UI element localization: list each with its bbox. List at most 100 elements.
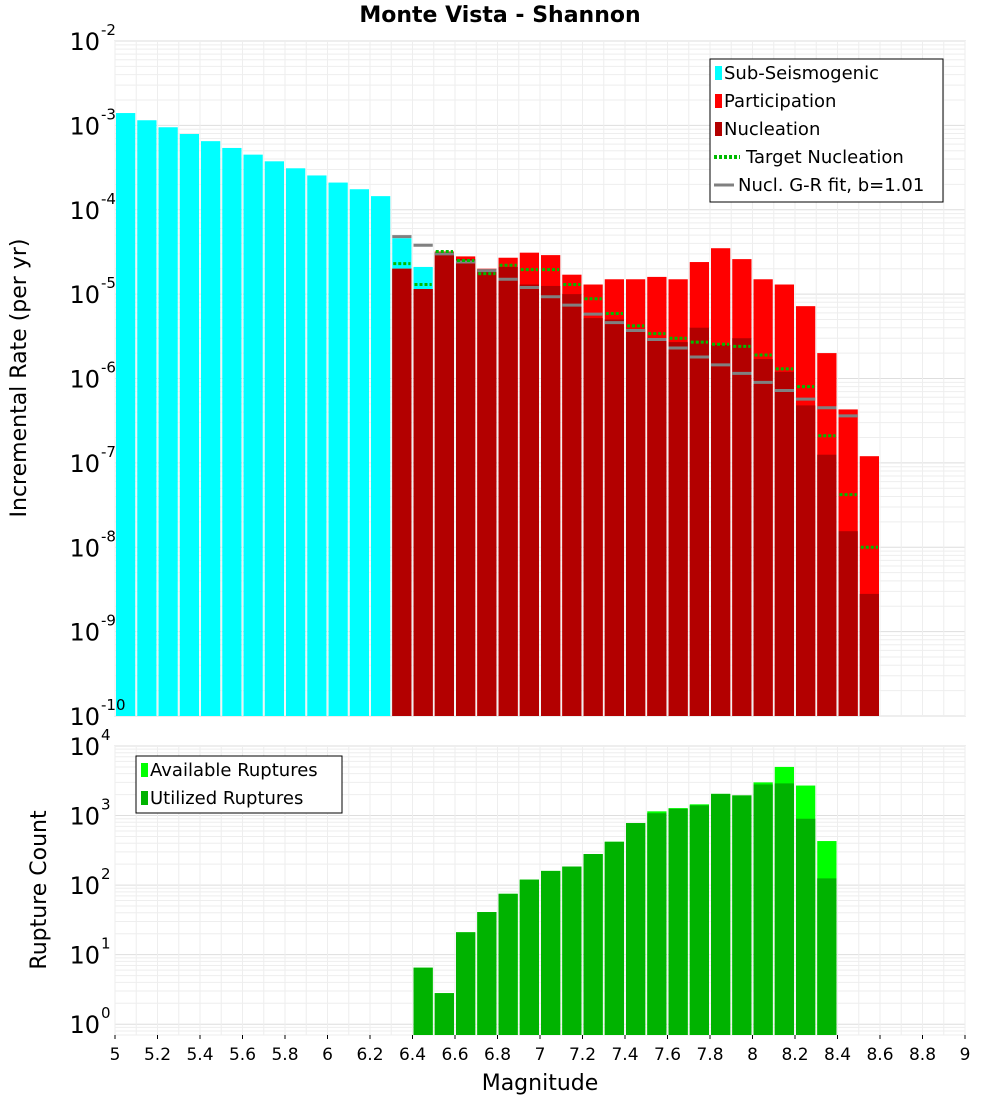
count-y-tick-base: 10 (69, 872, 100, 900)
nucleation-bar (583, 318, 603, 716)
x-tick-label: 7 (535, 1045, 546, 1065)
nucleation-bar (456, 259, 476, 716)
nucleation-bar (838, 531, 858, 716)
rate-legend-swatch (715, 122, 722, 136)
utilized-ruptures-bar (796, 818, 816, 1035)
x-tick-label: 6.6 (441, 1045, 468, 1065)
rate-y-axis-title: Incremental Rate (per yr) (7, 239, 32, 518)
utilized-ruptures-bar (753, 784, 773, 1035)
rate-y-tick-exponent: -6 (101, 359, 116, 377)
x-tick-label: 6.4 (399, 1045, 426, 1065)
nucleation-bar (859, 593, 879, 716)
nucleation-bar (477, 269, 497, 716)
count-y-tick-exponent: 3 (101, 796, 111, 814)
x-tick-label: 6 (322, 1045, 333, 1065)
count-legend-swatch (141, 763, 148, 777)
rate-y-tick-label: 10 (69, 112, 100, 140)
rate-line-markers (392, 235, 878, 549)
nucleation-bar (519, 284, 539, 716)
x-tick-label: 7.4 (611, 1045, 638, 1065)
rate-y-tick-base: 10 (69, 28, 100, 56)
utilized-ruptures-bar (604, 841, 624, 1035)
utilized-ruptures-bar (498, 893, 518, 1035)
utilized-ruptures-bar (456, 932, 476, 1035)
rate-y-tick-base: 10 (69, 281, 100, 309)
rate-y-tick-base: 10 (69, 366, 100, 394)
rate-y-tick-label: 10 (69, 534, 100, 562)
nucleation-bar (753, 359, 773, 716)
x-tick-label: 6.8 (484, 1045, 511, 1065)
rate-legend-label: Participation (724, 91, 836, 112)
nucleation-bar (774, 371, 794, 716)
nucleation-bar (732, 338, 752, 716)
x-tick-label: 8.6 (866, 1045, 893, 1065)
rate-y-tick-label: 10 (69, 366, 100, 394)
utilized-ruptures-bar (668, 808, 688, 1035)
x-axis-title: Magnitude (482, 1071, 599, 1096)
nucleation-bar (498, 266, 518, 716)
count-y-tick-exponent: 2 (101, 865, 111, 883)
count-y-tick-label: 10 (69, 1011, 100, 1039)
rate-y-tick-exponent: -10 (101, 696, 126, 714)
rate-y-tick-exponent: -9 (101, 612, 116, 630)
nucleation-bar (817, 454, 837, 716)
count-legend-box (135, 755, 343, 814)
nucleation-bar (626, 331, 646, 716)
rate-y-tick-label: 10 (69, 619, 100, 647)
utilized-ruptures-bar (434, 993, 454, 1035)
count-y-tick-label: 10 (69, 733, 100, 761)
rate-y-tick-label: 10 (69, 28, 100, 56)
rate-y-tick-label: 10 (69, 197, 100, 225)
nucleation-bar (413, 289, 433, 716)
utilized-ruptures-bar (732, 795, 752, 1035)
count-y-tick-label: 10 (69, 942, 100, 970)
rate-y-tick-exponent: -5 (101, 274, 116, 292)
count-x-ticks: 5 5.2 5.4 5.6 5.8 6 6.2 6.4 6.6 6.8 7 7.2 7.4 7.6 7.8 8… (110, 1035, 970, 1065)
sub-seismogenic-bar (158, 127, 178, 716)
x-tick-label: 7.8 (696, 1045, 723, 1065)
count-legend: Available Ruptures Utilized Ruptures (135, 755, 343, 814)
utilized-ruptures-bar (519, 879, 539, 1035)
x-tick-label: 7.2 (569, 1045, 596, 1065)
rate-y-tick-base: 10 (69, 619, 100, 647)
sub-seismogenic-bar (137, 120, 157, 717)
x-tick-label: 5.4 (186, 1045, 213, 1065)
sub-seismogenic-bar (264, 161, 284, 717)
utilized-ruptures-bar (626, 823, 646, 1035)
x-tick-label: 5 (110, 1045, 121, 1065)
rate-y-tick-base: 10 (69, 197, 100, 225)
utilized-ruptures-bar (477, 912, 497, 1035)
sub-seismogenic-bar (201, 141, 221, 717)
rate-y-tick-label: 10 (69, 703, 100, 731)
rate-legend-label: Sub-Seismogenic (724, 63, 879, 84)
rate-legend-swatch (715, 94, 722, 108)
nucleation-bar (392, 268, 412, 716)
nucleation-bar (711, 344, 731, 716)
nucleation-bar (434, 252, 454, 716)
count-y-tick-exponent: 1 (101, 935, 111, 953)
x-tick-label: 5.8 (271, 1045, 298, 1065)
count-y-axis-title: Rupture Count (27, 810, 52, 970)
nucleation-bar (689, 327, 709, 716)
x-tick-label: 8.2 (781, 1045, 808, 1065)
rate-y-tick-base: 10 (69, 534, 100, 562)
count-y-tick-exponent: 0 (101, 1004, 111, 1022)
nucleation-bar (604, 319, 624, 716)
rate-y-tick-base: 10 (69, 703, 100, 731)
rate-legend: Sub-Seismogenic Participation Nucleation Ta… (709, 58, 944, 203)
rate-y-tick-label: 10 (69, 281, 100, 309)
count-y-tick-base: 10 (69, 733, 100, 761)
rate-bars (116, 113, 879, 717)
rate-y-tick-base: 10 (69, 450, 100, 478)
utilized-ruptures-bar (562, 866, 582, 1035)
count-legend-label: Utilized Ruptures (150, 788, 303, 809)
utilized-ruptures-bar (711, 793, 731, 1035)
count-legend-label: Available Ruptures (150, 760, 318, 781)
x-tick-label: 8.4 (824, 1045, 851, 1065)
rate-legend-box (709, 58, 944, 203)
x-tick-label: 8 (747, 1045, 758, 1065)
